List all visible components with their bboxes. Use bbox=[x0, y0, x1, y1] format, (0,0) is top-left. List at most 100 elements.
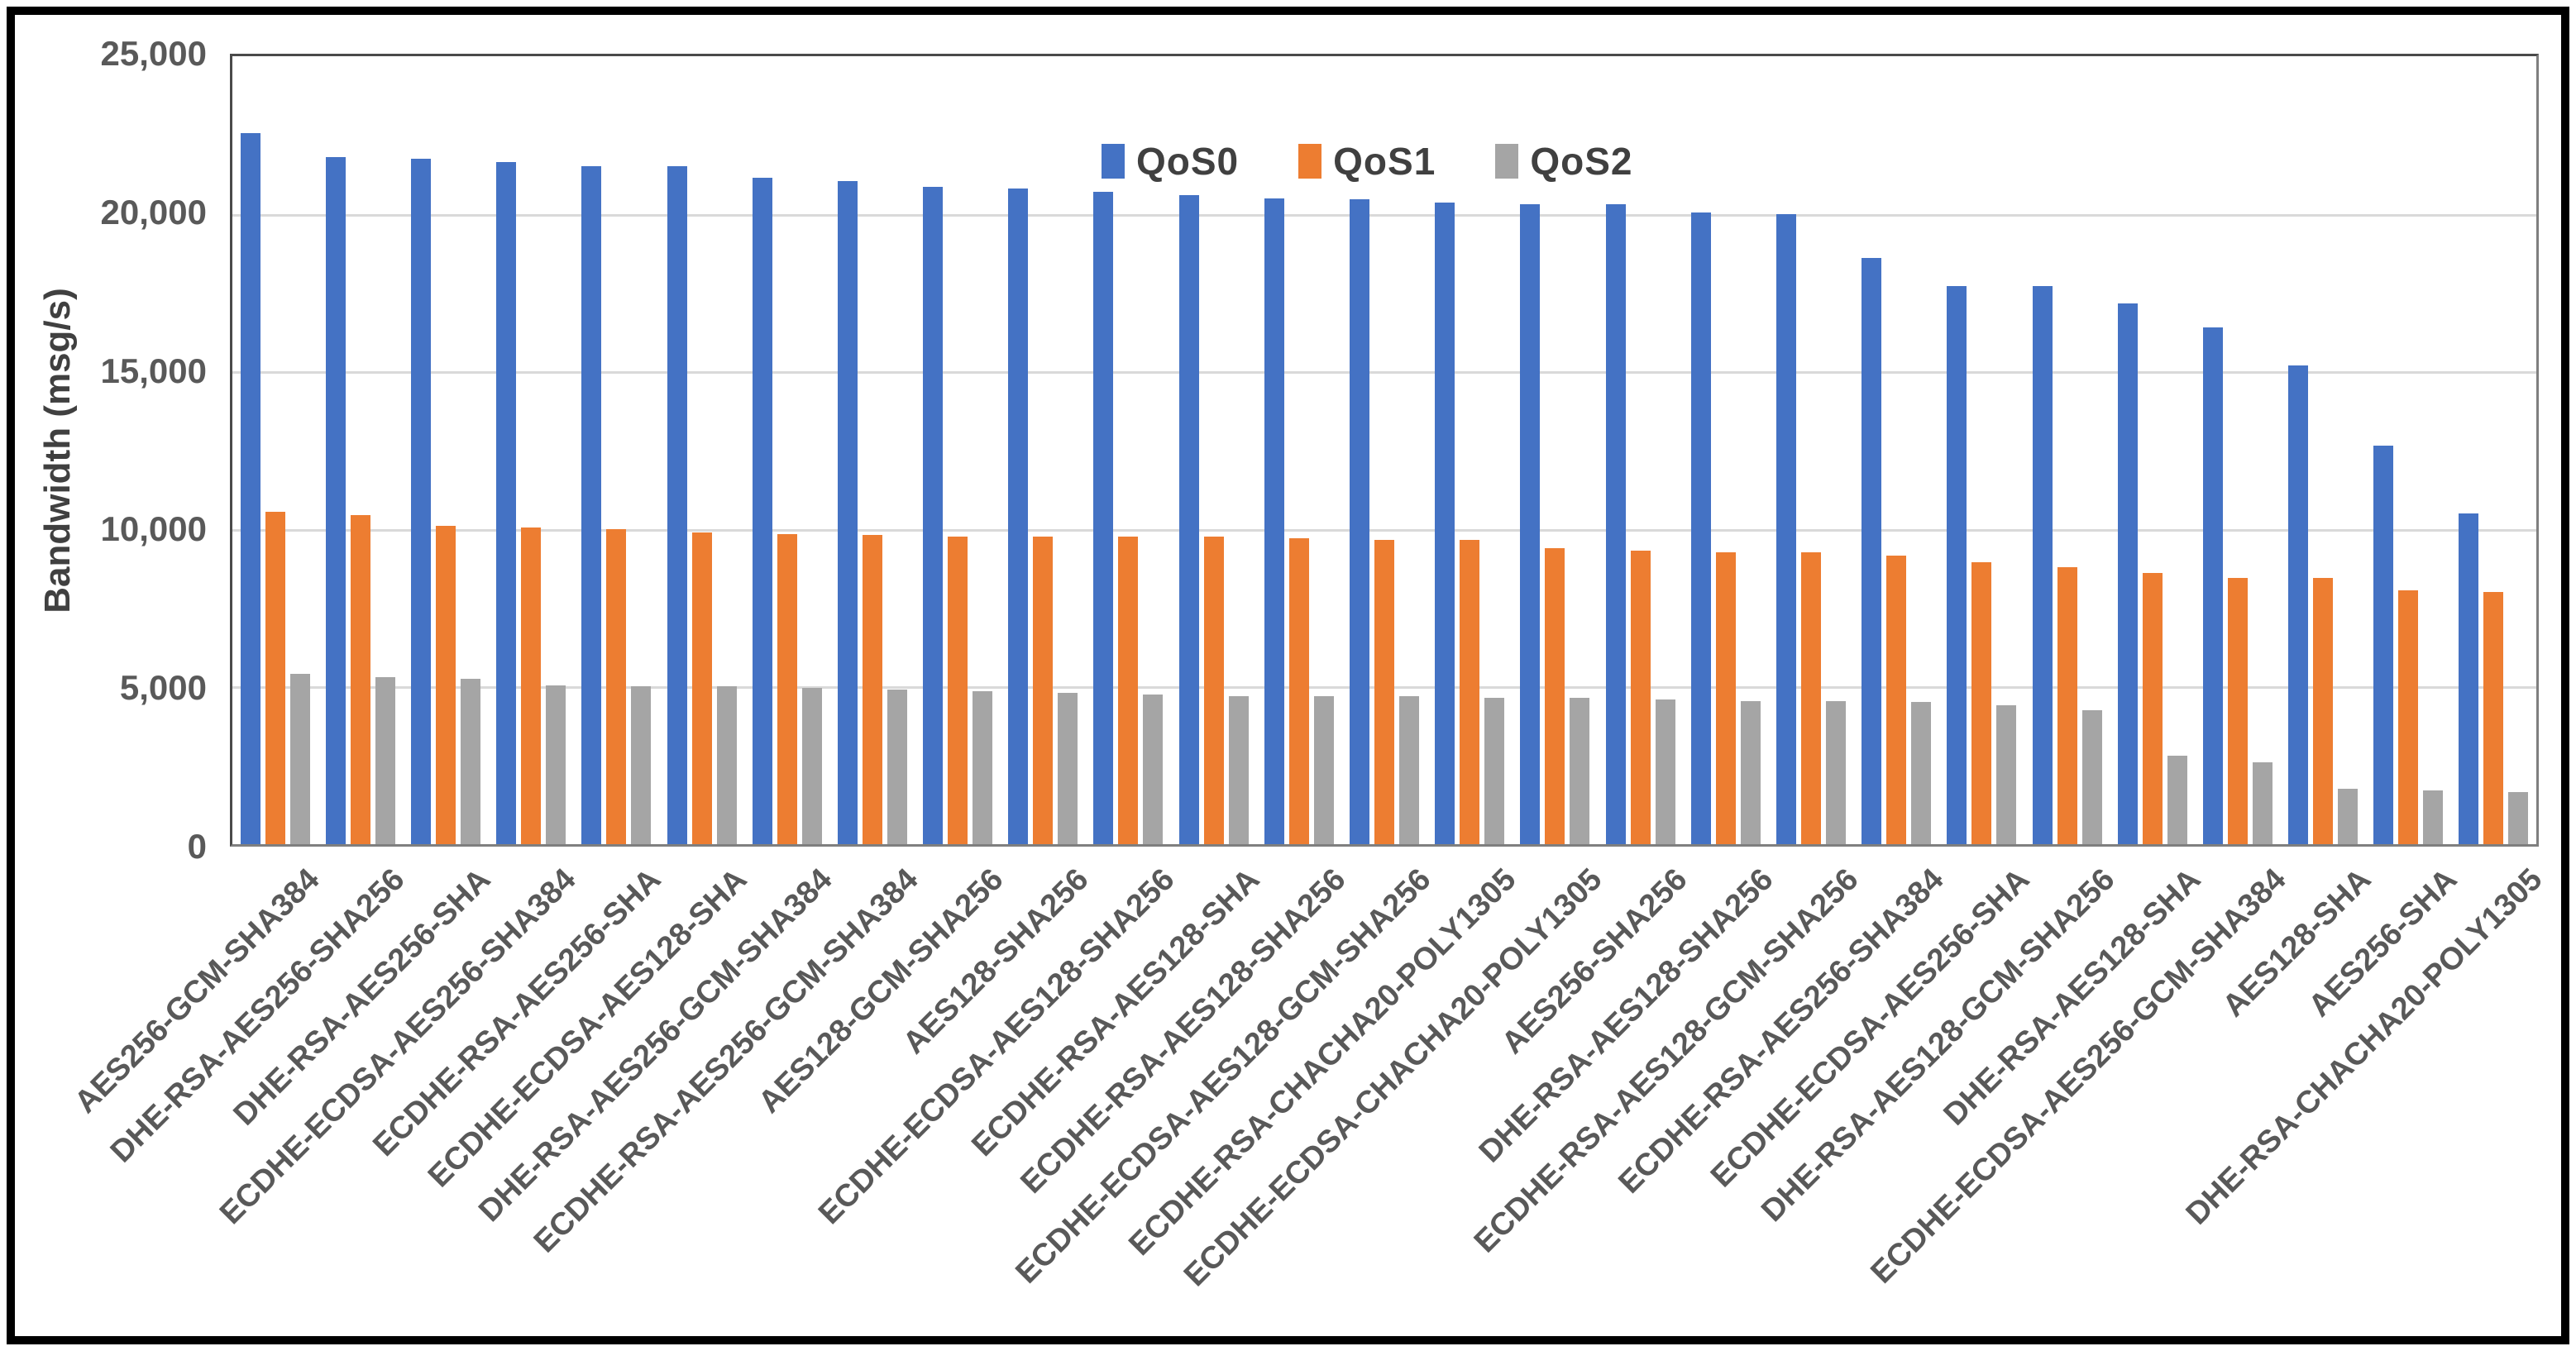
bar-group bbox=[2366, 56, 2451, 844]
bar-qos1 bbox=[606, 528, 627, 844]
gridline bbox=[232, 528, 2536, 532]
bar-qos2 bbox=[716, 686, 737, 844]
bar-group bbox=[1854, 56, 1939, 844]
bar-qos0 bbox=[581, 166, 602, 844]
bar-group bbox=[744, 56, 829, 844]
bar-qos2 bbox=[1825, 700, 1846, 844]
bar-qos2 bbox=[1740, 700, 1761, 844]
bar-qos1 bbox=[1715, 552, 1736, 844]
bar-qos2 bbox=[289, 674, 310, 844]
y-tick-label: 20,000 bbox=[100, 192, 207, 232]
bar-qos2 bbox=[801, 688, 822, 844]
bar-qos1 bbox=[265, 511, 285, 844]
bar-qos0 bbox=[1093, 191, 1114, 844]
bar-qos1 bbox=[1545, 547, 1565, 844]
bar-qos1 bbox=[1460, 540, 1480, 844]
bar-group bbox=[2110, 56, 2195, 844]
y-tick-label: 5,000 bbox=[119, 668, 207, 708]
bar-group bbox=[915, 56, 1001, 844]
bar-qos0 bbox=[496, 161, 517, 844]
bar-qos0 bbox=[1350, 199, 1370, 844]
bar-group bbox=[2281, 56, 2366, 844]
legend-item-qos0: QoS0 bbox=[1102, 139, 1239, 184]
y-tick-label: 0 bbox=[187, 827, 207, 866]
legend-label-qos0: QoS0 bbox=[1136, 140, 1240, 183]
bar-qos1 bbox=[1800, 552, 1821, 844]
bar-qos0 bbox=[1690, 212, 1711, 844]
bar-qos2 bbox=[375, 676, 395, 844]
bar-group bbox=[1939, 56, 2024, 844]
bar-qos0 bbox=[837, 180, 858, 844]
legend-item-qos1: QoS1 bbox=[1298, 139, 1436, 184]
bar-qos0 bbox=[2459, 513, 2479, 844]
legend: QoS0 QoS1 QoS2 bbox=[1102, 139, 1632, 184]
bar-qos2 bbox=[460, 678, 480, 844]
bar-qos0 bbox=[1862, 257, 1882, 844]
y-tick-label: 15,000 bbox=[100, 351, 207, 390]
bar-qos1 bbox=[1033, 537, 1054, 844]
bar-qos1 bbox=[2483, 592, 2504, 844]
bar-qos1 bbox=[862, 535, 882, 844]
bar-qos0 bbox=[2117, 303, 2138, 844]
bar-qos0 bbox=[923, 187, 944, 844]
bar-qos2 bbox=[973, 691, 993, 844]
bar-qos0 bbox=[1264, 198, 1284, 844]
bar-group bbox=[1427, 56, 1513, 844]
bar-group bbox=[489, 56, 574, 844]
bar-qos0 bbox=[1605, 204, 1626, 844]
y-tick-label: 10,000 bbox=[100, 509, 207, 549]
bar-qos2 bbox=[1143, 694, 1164, 844]
plot-area bbox=[230, 54, 2539, 847]
bar-groups bbox=[232, 56, 2536, 844]
bar-qos0 bbox=[2373, 445, 2394, 844]
bar-group bbox=[1256, 56, 1341, 844]
bar-group bbox=[1171, 56, 1256, 844]
gridline bbox=[232, 213, 2536, 217]
bar-qos0 bbox=[410, 158, 431, 844]
bar-qos0 bbox=[2032, 286, 2053, 844]
legend-swatch-qos0 bbox=[1102, 144, 1125, 179]
bar-qos2 bbox=[887, 690, 907, 844]
bar-qos1 bbox=[1118, 537, 1139, 844]
bar-qos2 bbox=[2423, 790, 2444, 844]
bar-qos2 bbox=[2338, 789, 2359, 844]
bar-qos1 bbox=[2313, 577, 2334, 844]
bar-qos1 bbox=[1203, 537, 1224, 844]
bar-qos2 bbox=[2081, 710, 2102, 844]
bar-qos1 bbox=[350, 514, 370, 844]
bar-qos0 bbox=[2202, 327, 2223, 844]
bar-qos1 bbox=[435, 526, 456, 844]
bar-qos2 bbox=[1228, 695, 1249, 844]
bar-qos0 bbox=[240, 133, 260, 844]
bar-group bbox=[829, 56, 915, 844]
bar-qos2 bbox=[1570, 697, 1590, 844]
bar-qos1 bbox=[2057, 566, 2077, 844]
bar-qos1 bbox=[1886, 556, 1907, 844]
bar-qos1 bbox=[2142, 573, 2163, 844]
bar-qos1 bbox=[948, 537, 968, 844]
bar-qos0 bbox=[752, 177, 772, 844]
bar-qos1 bbox=[2398, 590, 2419, 844]
bar-group bbox=[1768, 56, 1853, 844]
bar-qos2 bbox=[2167, 756, 2187, 844]
bar-group bbox=[2195, 56, 2280, 844]
bar-qos2 bbox=[2252, 761, 2273, 844]
bar-qos2 bbox=[1313, 695, 1334, 844]
y-tick-label: 25,000 bbox=[100, 34, 207, 73]
bar-qos0 bbox=[1520, 204, 1541, 844]
bar-group bbox=[1001, 56, 1086, 844]
bar-group bbox=[574, 56, 659, 844]
bar-qos0 bbox=[1947, 286, 1967, 844]
bar-qos2 bbox=[1058, 693, 1078, 844]
bar-qos2 bbox=[546, 685, 566, 844]
bar-qos0 bbox=[1775, 213, 1796, 844]
bar-group bbox=[1086, 56, 1171, 844]
legend-item-qos2: QoS2 bbox=[1495, 139, 1632, 184]
gridline bbox=[232, 371, 2536, 375]
bar-qos0 bbox=[1435, 203, 1455, 844]
bar-qos0 bbox=[1008, 189, 1029, 844]
bar-group bbox=[2451, 56, 2536, 844]
bar-qos1 bbox=[1630, 551, 1651, 844]
bar-qos2 bbox=[1655, 699, 1675, 844]
bar-group bbox=[1683, 56, 1768, 844]
